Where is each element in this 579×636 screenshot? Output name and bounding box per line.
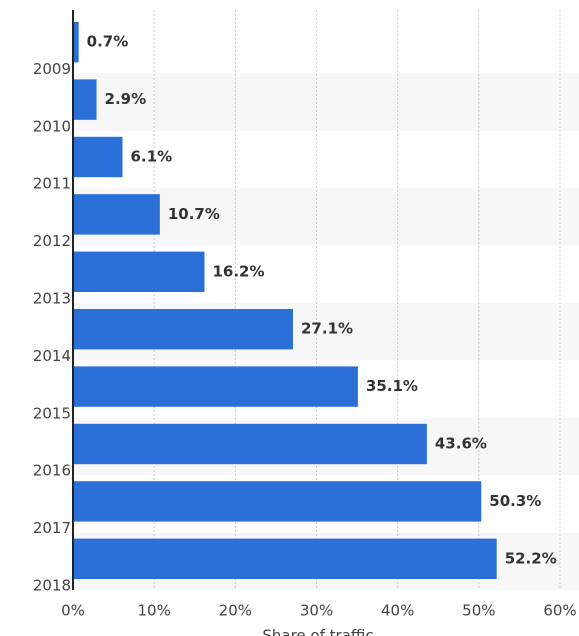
bar [73,423,427,465]
y-tick-label: 2010 [33,117,71,135]
bar [73,194,160,235]
y-tick-label: 2015 [33,404,71,422]
value-label: 16.2% [212,262,264,280]
value-label: 35.1% [366,377,418,395]
row-stripe [73,73,579,131]
x-axis-title: Share of traffic [262,627,373,636]
bar [73,481,482,522]
bar [73,79,97,120]
y-tick-label: 2013 [33,290,71,308]
y-tick-label: 2009 [33,60,71,78]
bar [73,366,358,407]
bar [73,22,79,63]
x-tick-label: 10% [137,602,170,620]
value-label: 27.1% [301,320,353,338]
bar [73,251,205,292]
x-tick-label: 30% [300,602,333,620]
y-tick-label: 2017 [33,519,71,537]
x-tick-label: 0% [61,602,85,620]
y-tick-label: 2016 [33,462,71,480]
value-label: 43.6% [435,435,487,453]
value-label: 10.7% [168,205,220,223]
x-tick-label: 60% [543,602,576,620]
value-label: 2.9% [105,90,147,108]
bar [73,538,497,579]
y-tick-label: 2014 [33,347,71,365]
y-tick-label: 2018 [33,577,71,595]
value-label: 0.7% [87,33,129,51]
value-label: 52.2% [505,549,557,567]
value-label: 50.3% [489,492,541,510]
y-tick-label: 2012 [33,232,71,250]
value-label: 6.1% [131,148,173,166]
bar [73,136,123,178]
x-tick-label: 40% [381,602,414,620]
y-tick-label: 2011 [33,175,71,193]
bar [73,309,293,350]
x-tick-label: 50% [462,602,495,620]
x-tick-label: 20% [219,602,252,620]
